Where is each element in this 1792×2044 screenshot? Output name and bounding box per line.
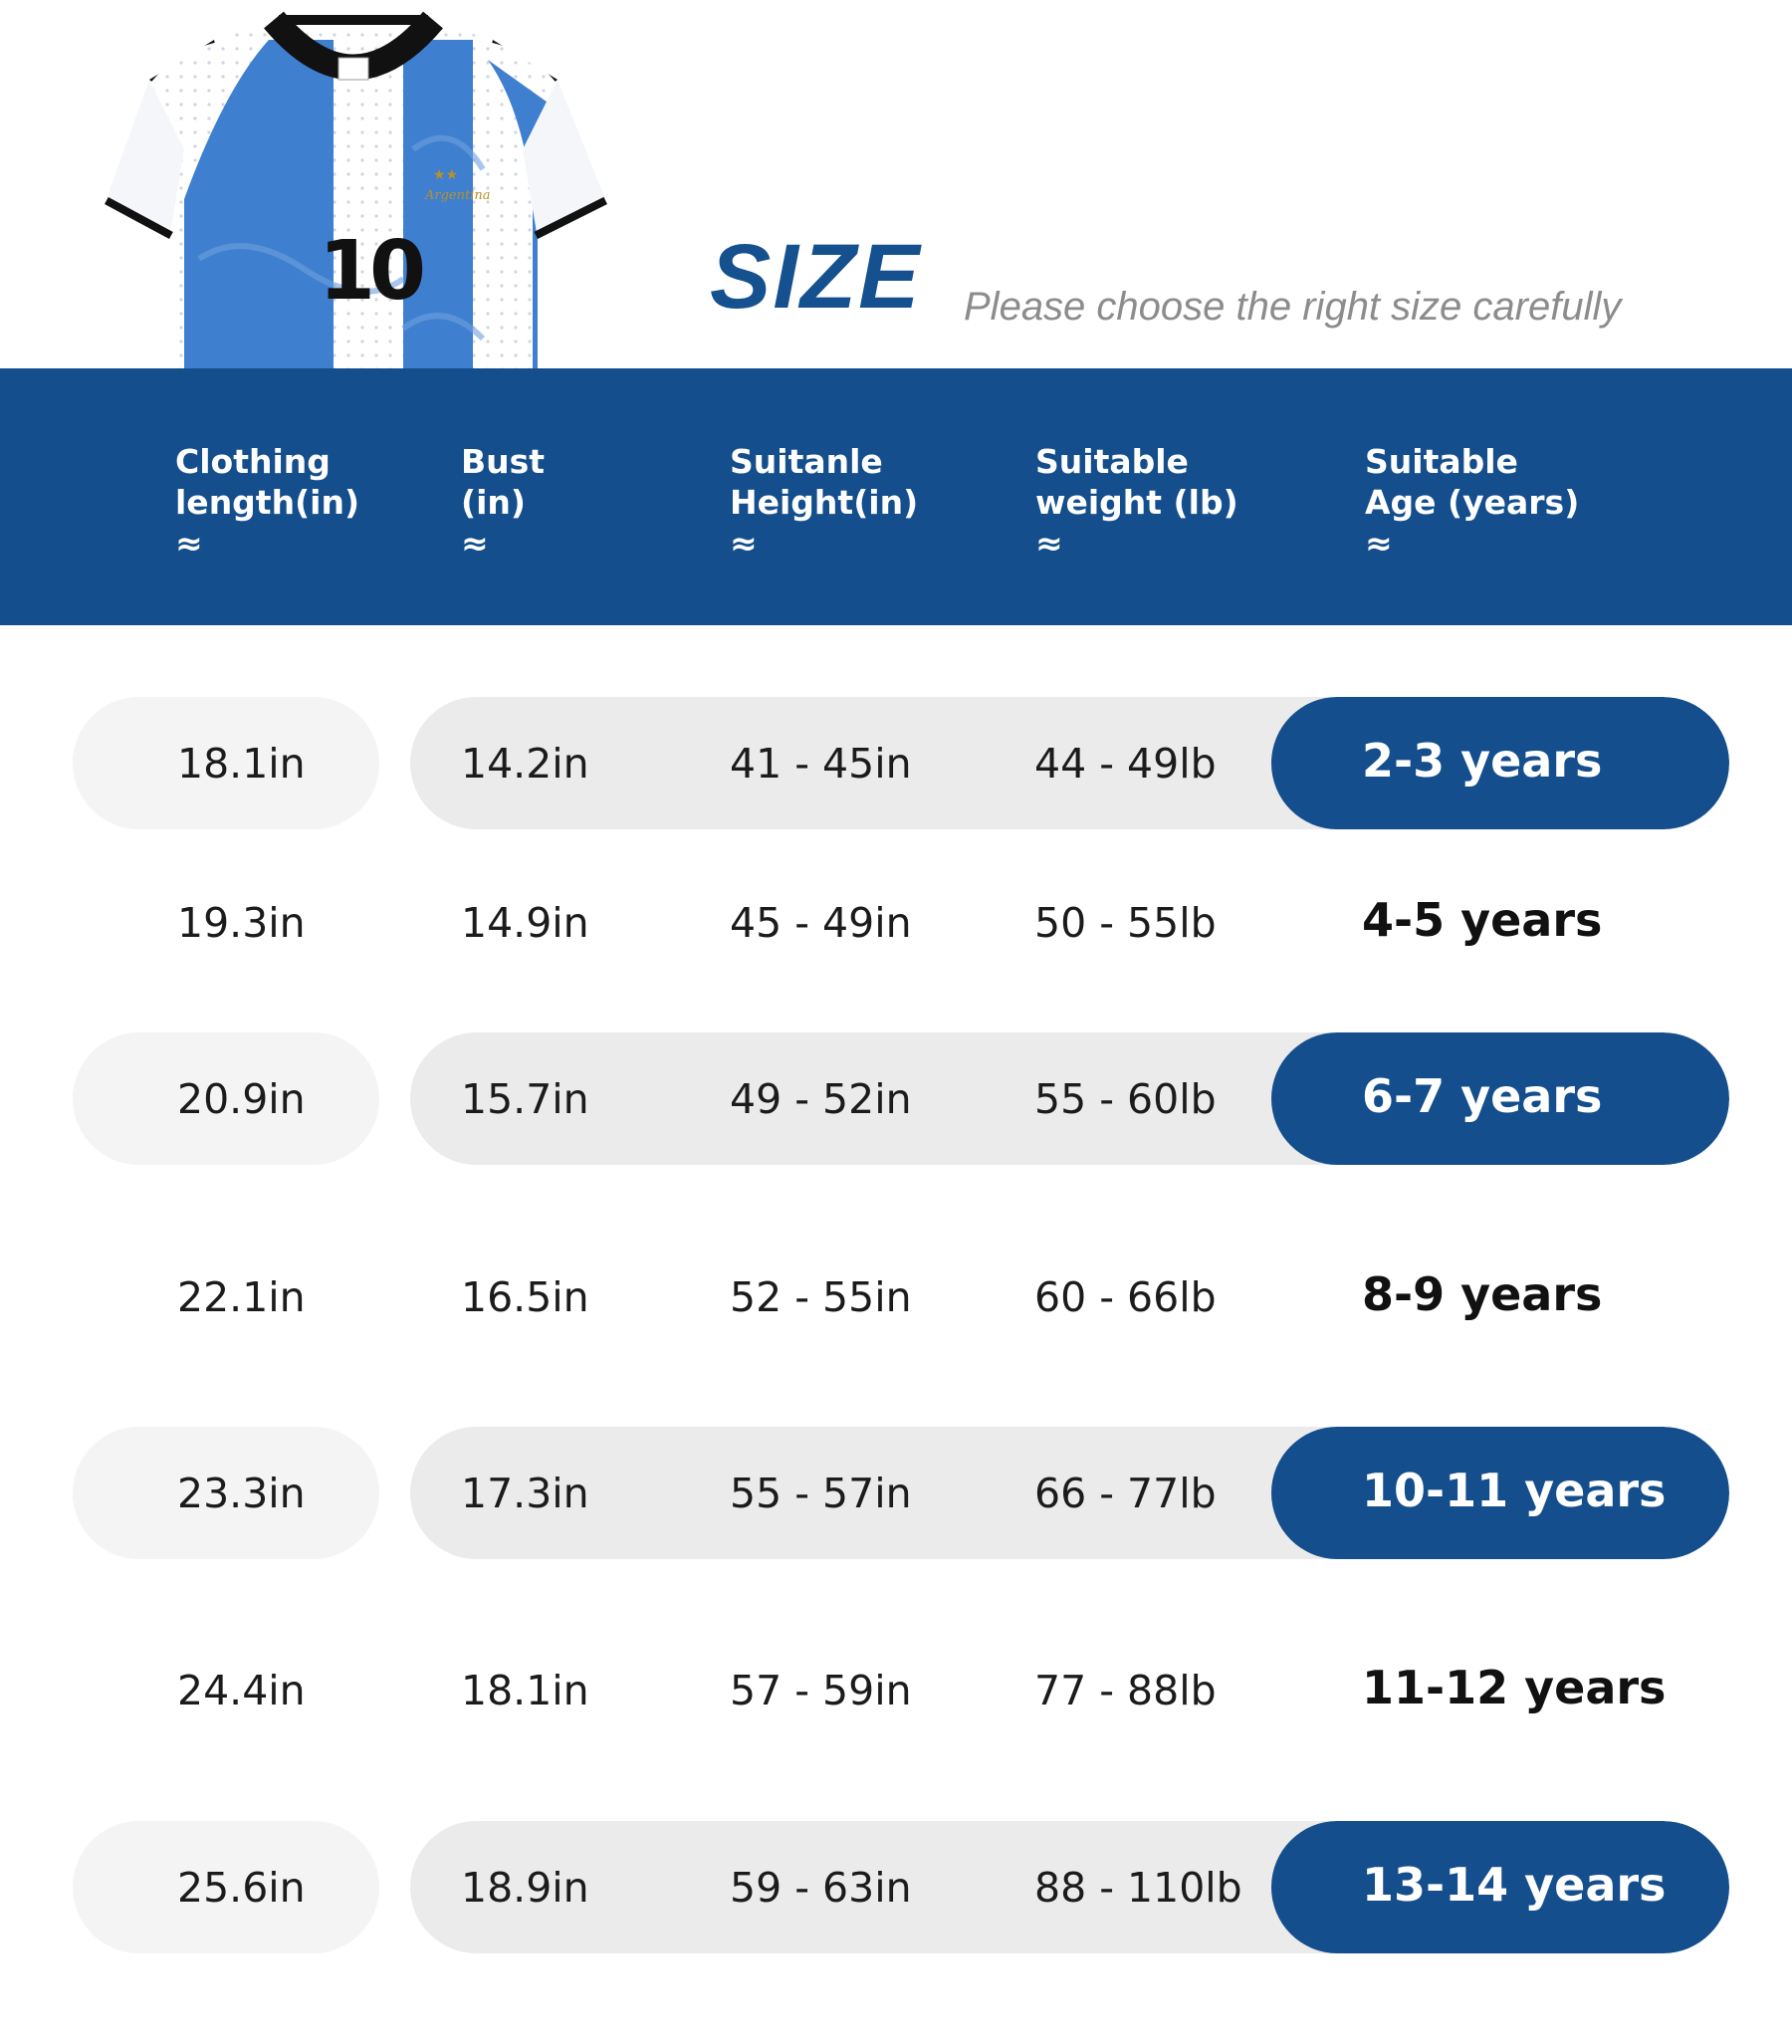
column-header-line: weight (lb) <box>1035 483 1238 522</box>
cell-length: 19.3in <box>177 899 306 947</box>
row-age-highlight <box>1271 1821 1729 1953</box>
approx-symbol: ≈ <box>175 524 203 563</box>
row-pill-left <box>73 1427 379 1559</box>
svg-text:★★: ★★ <box>433 167 458 183</box>
column-header-line: Height(in) <box>730 483 919 522</box>
column-header-line: Suitanle <box>730 442 883 481</box>
cell-age: 4-5 years <box>1362 893 1603 947</box>
cell-bust: 14.2in <box>461 740 589 788</box>
cell-bust: 18.9in <box>461 1864 589 1912</box>
row-pill-main <box>410 1821 1729 1953</box>
cell-bust: 17.3in <box>461 1470 589 1517</box>
row-age-highlight <box>1271 1427 1729 1559</box>
cell-age: 10-11 years <box>1362 1464 1667 1517</box>
cell-weight: 44 - 49lb <box>1034 740 1217 788</box>
approx-symbol: ≈ <box>1035 524 1063 563</box>
column-header-line: Age (years) <box>1365 483 1580 522</box>
column-header-line: length(in) <box>175 483 360 522</box>
cell-age: 11-12 years <box>1362 1661 1667 1714</box>
row-pill-left <box>73 1821 379 1953</box>
cell-weight: 88 - 110lb <box>1034 1864 1242 1912</box>
cell-height: 41 - 45in <box>730 740 912 788</box>
row-pill-main <box>410 1427 1729 1559</box>
cell-length: 25.6in <box>177 1864 306 1912</box>
cell-bust: 16.5in <box>461 1273 589 1321</box>
cell-height: 49 - 52in <box>730 1075 912 1123</box>
svg-text:Argentina: Argentina <box>424 188 491 203</box>
cell-age: 8-9 years <box>1362 1267 1603 1321</box>
cell-weight: 50 - 55lb <box>1034 899 1217 947</box>
column-header-height: Suitanle Height(in) ≈ <box>730 441 918 564</box>
cell-length: 18.1in <box>177 740 306 788</box>
cell-age: 2-3 years <box>1362 734 1603 788</box>
cell-length: 24.4in <box>177 1667 306 1714</box>
row-pill-left <box>73 697 379 829</box>
column-header-age: Suitable Age (years) ≈ <box>1365 441 1579 564</box>
cell-height: 52 - 55in <box>730 1273 912 1321</box>
cell-bust: 14.9in <box>461 899 589 947</box>
cell-height: 57 - 59in <box>730 1667 912 1714</box>
cell-age: 13-14 years <box>1362 1858 1667 1912</box>
cell-height: 55 - 57in <box>730 1470 912 1517</box>
cell-age: 6-7 years <box>1362 1069 1603 1123</box>
approx-symbol: ≈ <box>730 524 758 563</box>
column-header-line: Clothing <box>175 442 331 481</box>
cell-weight: 77 - 88lb <box>1034 1667 1217 1714</box>
cell-bust: 18.1in <box>461 1667 589 1714</box>
page-subtitle: Please choose the right size carefully <box>964 285 1622 329</box>
page-title: SIZE <box>710 226 922 328</box>
column-header-bust: Bust (in) ≈ <box>461 441 545 564</box>
approx-symbol: ≈ <box>1365 524 1393 563</box>
cell-length: 22.1in <box>177 1273 306 1321</box>
row-age-highlight <box>1271 697 1729 829</box>
table-header <box>0 368 1792 625</box>
jersey-image: Argentina ★★ 10 <box>105 0 622 369</box>
column-header-line: Bust <box>461 442 546 481</box>
cell-length: 23.3in <box>177 1470 306 1517</box>
cell-length: 20.9in <box>177 1075 306 1123</box>
column-header-line: Suitable <box>1035 442 1189 481</box>
cell-bust: 15.7in <box>461 1075 589 1123</box>
cell-weight: 66 - 77lb <box>1034 1470 1217 1517</box>
cell-weight: 55 - 60lb <box>1034 1075 1217 1123</box>
row-pill-main <box>410 697 1729 829</box>
row-age-highlight <box>1271 1032 1729 1165</box>
cell-height: 45 - 49in <box>730 899 912 947</box>
approx-symbol: ≈ <box>461 524 489 563</box>
column-header-weight: Suitable weight (lb) ≈ <box>1035 441 1238 564</box>
cell-weight: 60 - 66lb <box>1034 1273 1217 1321</box>
row-pill-left <box>73 1032 379 1165</box>
column-header-line: Suitable <box>1365 442 1518 481</box>
jersey-number: 10 <box>319 224 426 319</box>
cell-height: 59 - 63in <box>730 1864 912 1912</box>
column-header-line: (in) <box>461 483 526 522</box>
column-header-length: Clothing length(in) ≈ <box>175 441 359 564</box>
row-pill-main <box>410 1032 1729 1165</box>
